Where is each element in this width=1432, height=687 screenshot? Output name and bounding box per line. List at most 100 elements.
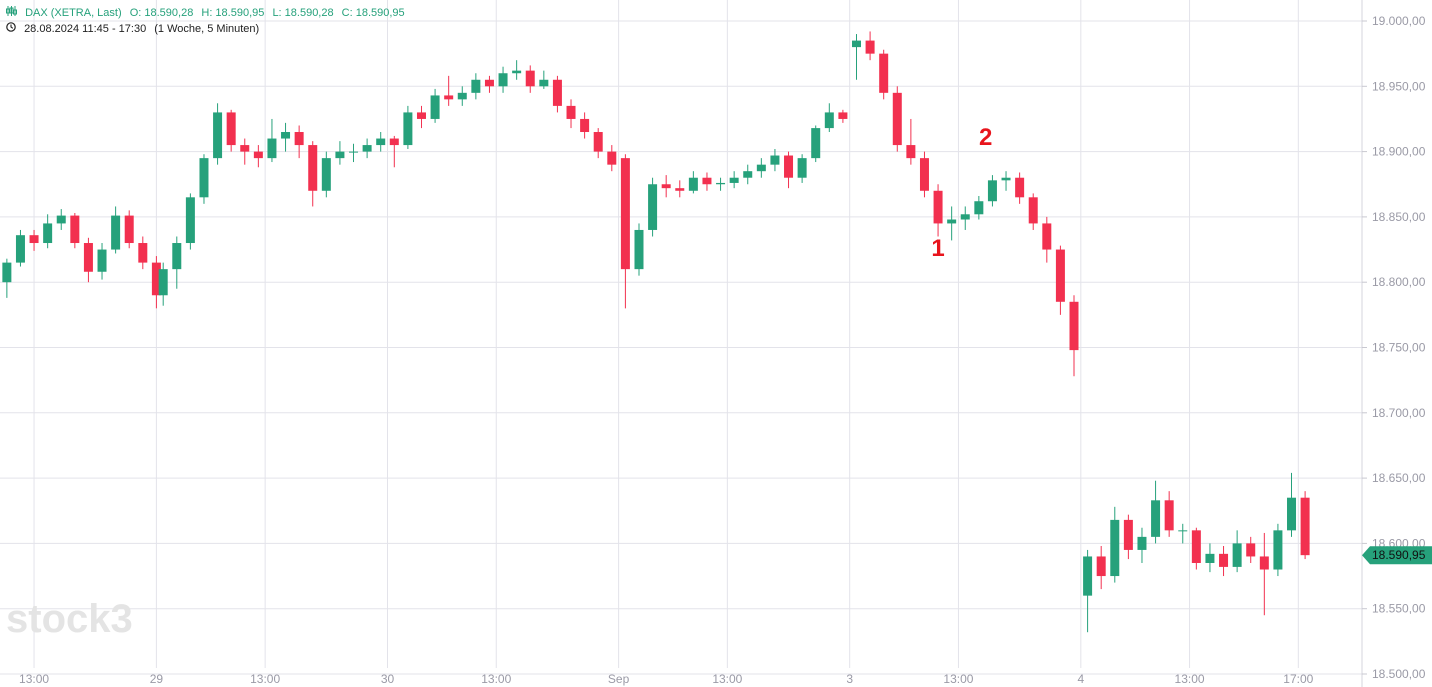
candle-body [1015, 177, 1025, 198]
candle-body [1205, 553, 1215, 563]
candle-body [43, 223, 53, 244]
y-tick-label: 18.900,00 [1372, 145, 1426, 159]
candle [1164, 491, 1174, 537]
candle [675, 180, 685, 198]
x-tick-label: 13:00 [250, 672, 280, 686]
candle [851, 34, 861, 80]
candle-body [675, 188, 685, 191]
candle [879, 49, 889, 100]
candle-body [620, 158, 630, 270]
candle [1232, 530, 1242, 573]
candle [824, 103, 834, 133]
x-tick-label: 3 [846, 672, 853, 686]
candle [457, 86, 467, 106]
candle-body [865, 40, 875, 54]
candle-body [444, 95, 454, 100]
candle-body [430, 95, 440, 119]
candle-body [226, 112, 236, 146]
candle [892, 86, 902, 152]
x-tick-label: Sep [608, 672, 630, 686]
candle [770, 148, 780, 172]
candle-body [376, 138, 386, 146]
candle-body [1123, 519, 1133, 550]
candle [389, 135, 399, 168]
y-tick-label: 18.750,00 [1372, 341, 1426, 355]
x-tick-label: 30 [381, 672, 395, 686]
candle [919, 151, 929, 198]
close-value: C: 18.590,95 [341, 7, 405, 19]
candle [1096, 546, 1106, 590]
candle [865, 31, 875, 61]
candle-body [838, 112, 848, 119]
candle-body [308, 145, 318, 191]
candle [1083, 549, 1093, 633]
y-tick-label: 18.700,00 [1372, 406, 1426, 420]
candle-body [974, 201, 984, 215]
low-value: L: 18.590,28 [272, 7, 334, 19]
candle-body [185, 197, 195, 244]
candle [416, 105, 426, 129]
candle-body [580, 118, 590, 133]
y-tick-label: 18.650,00 [1372, 471, 1426, 485]
candle [1246, 536, 1256, 563]
candle-body [253, 151, 263, 159]
candle-body [648, 184, 658, 230]
candle-body [756, 164, 766, 172]
candle [1028, 193, 1038, 230]
candle-body [1191, 530, 1201, 563]
candle-body [933, 190, 943, 224]
annotation-label: 1 [931, 235, 944, 262]
candle [580, 112, 590, 139]
x-tick-label: 13:00 [943, 672, 973, 686]
candle [1273, 523, 1283, 577]
candle [1287, 472, 1297, 537]
candle [607, 145, 617, 172]
candle [811, 125, 821, 163]
candle [797, 154, 807, 183]
candle-body [97, 249, 107, 272]
candle [199, 154, 209, 204]
candle-body [335, 151, 345, 159]
instrument-header: DAX (XETRA, Last) O: 18.590,28 H: 18.590… [6, 6, 410, 19]
candle-body [498, 73, 508, 87]
candle [43, 214, 53, 249]
candle [1055, 245, 1065, 315]
candle-body [906, 145, 916, 159]
open-value: O: 18.590,28 [129, 7, 194, 19]
candle [552, 75, 562, 113]
candle-body [987, 180, 997, 202]
candle [226, 109, 236, 152]
candle-body [797, 158, 807, 178]
candle-body [1287, 497, 1297, 531]
candle-body [213, 112, 223, 159]
candle [974, 196, 984, 220]
candlestick-icon[interactable] [6, 6, 20, 19]
candle-body [661, 184, 671, 189]
candle [525, 65, 535, 93]
candle-body [138, 243, 148, 263]
y-tick-label: 18.800,00 [1372, 275, 1426, 289]
clock-icon[interactable] [6, 22, 19, 35]
candle-body [593, 132, 603, 152]
candle [1151, 480, 1161, 544]
candle-body [29, 235, 39, 244]
candle-body [539, 79, 549, 87]
candle-body [403, 112, 413, 146]
candle [756, 158, 766, 178]
candle-body [1219, 553, 1229, 567]
candle-body [1096, 556, 1106, 577]
candle [240, 138, 250, 165]
candle [512, 60, 522, 80]
candle [321, 151, 331, 198]
candle [743, 164, 753, 185]
candle [1123, 514, 1133, 560]
candle [729, 171, 739, 189]
candle [97, 243, 107, 280]
candle-body [1259, 556, 1269, 570]
candle [566, 99, 576, 129]
candle [906, 118, 916, 165]
candle-body [634, 229, 644, 270]
candle-body [525, 70, 535, 87]
candle [1001, 171, 1011, 191]
candle-body [457, 92, 467, 100]
